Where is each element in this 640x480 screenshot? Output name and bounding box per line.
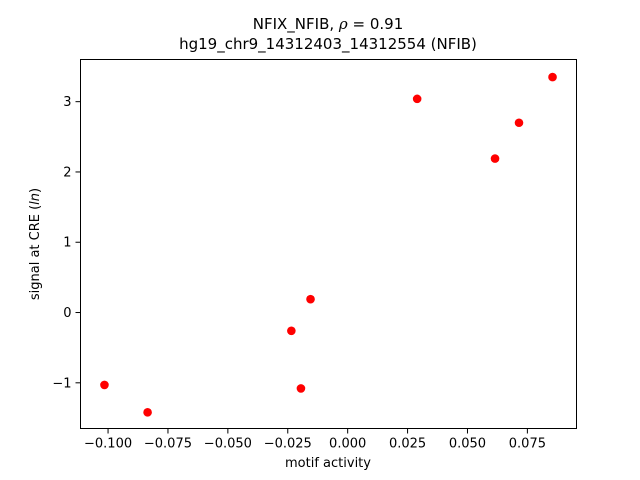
y-tick-label: 0 (63, 306, 71, 321)
data-point (100, 380, 109, 390)
data-point (143, 408, 152, 417)
y-axis-label: signal at CRE (ln) (28, 188, 43, 300)
data-point (412, 94, 422, 104)
chart-title-line2: hg19_chr9_14312403_14312554 (NFIB) (179, 35, 477, 54)
y-axis-label-suffix: ) (28, 188, 43, 193)
x-axis-label: motif activity (285, 456, 371, 471)
x-tick-label: 0.075 (509, 437, 546, 452)
data-point (296, 384, 306, 393)
x-tick-label: −0.075 (144, 437, 192, 452)
x-tick-label: 0.025 (389, 437, 426, 452)
plot-frame (80, 59, 577, 429)
title-rho-value: = 0.91 (348, 15, 404, 33)
title-prefix: NFIX_NFIB, (253, 15, 339, 34)
data-point (306, 294, 315, 304)
x-tick-label: −0.025 (264, 437, 312, 452)
x-axis: −0.100 −0.075 −0.050 −0.025 0.000 0.025 0.050 0… (84, 428, 546, 452)
chart-title-line1: NFIX_NFIB, ρ = 0.91 (253, 15, 404, 34)
title-rho-symbol: ρ (338, 15, 348, 33)
y-axis: −1 0 1 2 3 (52, 95, 81, 391)
y-tick-label: 2 (63, 165, 71, 180)
x-tick-label: −0.050 (204, 437, 252, 452)
x-tick-label: 0.050 (449, 437, 486, 452)
data-point (548, 72, 557, 82)
data-point (287, 326, 296, 336)
chart-title: NFIX_NFIB, ρ = 0.91 hg19_chr9_14312403_1… (179, 15, 477, 54)
x-tick-label: −0.100 (84, 437, 132, 452)
x-tick-label: 0.000 (329, 437, 366, 452)
y-tick-label: 3 (63, 95, 71, 110)
y-axis-label-prefix: signal at CRE ( (28, 205, 43, 300)
data-points (100, 72, 557, 417)
plot-area (80, 59, 577, 429)
data-point (514, 118, 524, 128)
y-axis-label-italic: ln (28, 193, 43, 205)
y-tick-label: −1 (52, 376, 71, 391)
data-point (490, 154, 500, 163)
y-tick-label: 1 (63, 236, 71, 251)
